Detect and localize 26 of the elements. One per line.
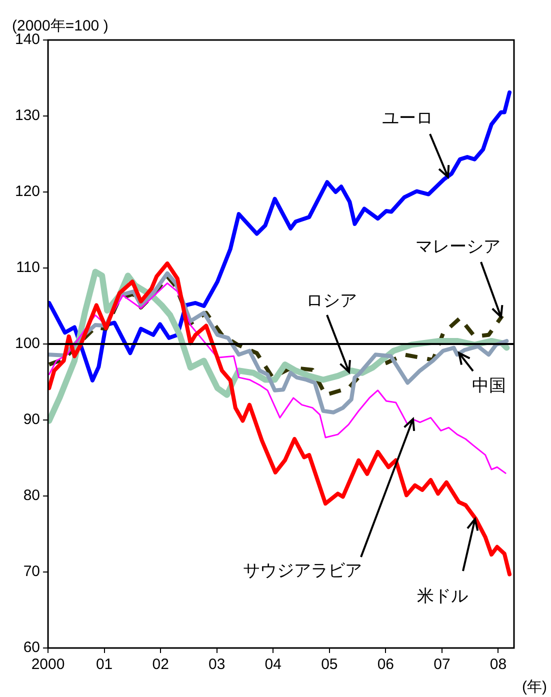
x-tick-label: 04 — [264, 656, 282, 674]
x-tick-label: 03 — [208, 656, 226, 674]
y-tick-label: 60 — [23, 639, 40, 656]
y-axis-title: (2000年=100 ) — [12, 18, 108, 35]
annotation: 米ドル — [417, 586, 468, 606]
x-tick-label: 01 — [96, 656, 113, 674]
annotation: ロシア — [306, 290, 358, 310]
x-tick-label: 2000 — [31, 656, 65, 674]
y-tick-label: 70 — [23, 563, 40, 580]
line-series — [48, 274, 504, 397]
annotation: 中国 — [472, 376, 506, 395]
x-tick-label: 05 — [321, 656, 338, 674]
x-axis-title: (年) — [522, 678, 547, 696]
annotation: マレーシア — [416, 237, 501, 256]
y-tick-label: 90 — [23, 411, 40, 428]
y-tick-label: 80 — [23, 487, 40, 504]
x-tick-label: 06 — [377, 656, 394, 674]
x-tick-label: 02 — [152, 656, 169, 674]
annotation: サウジアラビア — [243, 560, 362, 580]
y-tick-label: 100 — [14, 335, 40, 352]
annotation: ユーロ — [382, 108, 434, 128]
y-tick-label: 120 — [14, 183, 40, 200]
x-tick-label: 08 — [490, 656, 507, 674]
y-tick-label: 110 — [16, 259, 40, 276]
x-tick-label: 07 — [434, 656, 450, 674]
y-tick-label: 130 — [14, 107, 40, 124]
